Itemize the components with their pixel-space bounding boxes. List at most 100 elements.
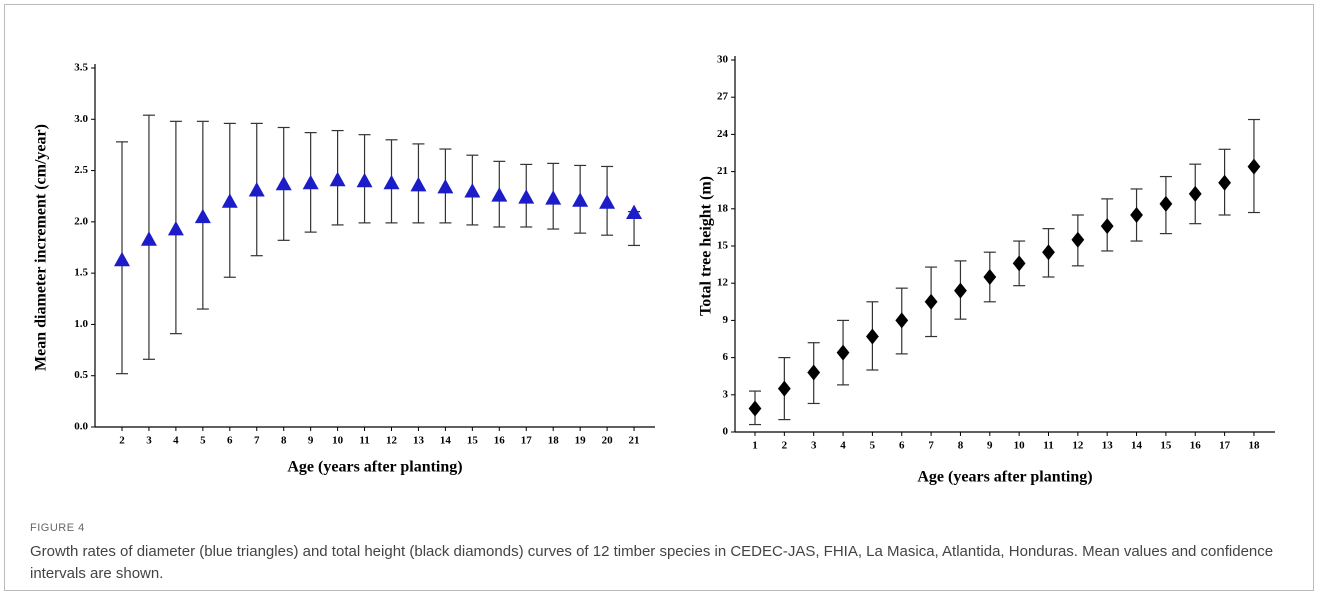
marker <box>954 282 967 299</box>
marker <box>221 193 238 208</box>
y-tick-label: 0.5 <box>74 369 88 381</box>
y-tick-label: 3.5 <box>74 62 88 74</box>
x-tick-label: 15 <box>467 435 479 447</box>
marker <box>626 204 643 220</box>
marker <box>1100 218 1114 235</box>
x-tick-label: 8 <box>958 440 964 452</box>
x-tick-label: 18 <box>548 435 560 447</box>
marker <box>983 269 997 285</box>
marker <box>1218 174 1231 191</box>
marker <box>572 192 589 207</box>
y-tick-label: 27 <box>717 91 729 103</box>
x-tick-label: 9 <box>987 440 993 452</box>
x-tick-label: 17 <box>521 435 533 447</box>
x-axis-label: Age (years after planting) <box>287 459 462 476</box>
marker <box>356 172 373 188</box>
marker <box>464 183 481 198</box>
x-tick-label: 11 <box>359 435 369 447</box>
marker <box>167 221 184 236</box>
figure-frame <box>4 4 1314 591</box>
y-tick-label: 12 <box>717 277 729 289</box>
marker <box>599 194 616 209</box>
x-tick-label: 15 <box>1160 440 1172 452</box>
x-tick-label: 14 <box>440 435 452 447</box>
x-tick-label: 19 <box>575 435 587 447</box>
y-tick-label: 0.0 <box>74 421 88 433</box>
marker <box>836 344 850 361</box>
x-tick-label: 5 <box>870 440 876 452</box>
y-tick-label: 2.0 <box>74 215 88 227</box>
marker <box>194 208 211 224</box>
x-tick-label: 2 <box>119 435 125 447</box>
x-tick-label: 18 <box>1248 440 1260 452</box>
charts: 0.0 0.5 1.0 1.5 2.0 2.5 3.0 3.5 Mean diameter in… <box>33 54 1275 486</box>
marker <box>866 328 879 345</box>
x-tick-label: 16 <box>494 435 506 447</box>
x-tick-label: 21 <box>629 435 640 447</box>
marker <box>807 364 821 381</box>
marker <box>777 380 791 397</box>
figure-caption: Growth rates of diameter (blue triangles… <box>30 543 1274 582</box>
marker <box>140 231 157 246</box>
y-axis-label: Mean diameter increment (cm/year) <box>33 124 50 371</box>
y-tick-label: 3 <box>723 388 729 400</box>
marker <box>437 178 454 194</box>
y-tick-label: 3.0 <box>74 113 88 125</box>
y-axis-label: Total tree height (m) <box>698 176 715 316</box>
x-tick-label: 13 <box>1102 440 1114 452</box>
marker <box>1071 231 1085 248</box>
x-tick-label: 4 <box>840 440 846 452</box>
x-tick-label: 6 <box>227 435 233 447</box>
y-tick-label: 0 <box>723 426 729 438</box>
x-tick-label: 2 <box>782 440 788 452</box>
marker <box>1247 158 1261 175</box>
x-tick-label: 20 <box>602 435 614 447</box>
marker <box>410 176 427 192</box>
y-tick-label: 30 <box>717 54 729 66</box>
marker <box>518 189 535 204</box>
x-tick-label: 5 <box>200 435 206 447</box>
x-tick-label: 7 <box>254 435 260 447</box>
x-tick-label: 1 <box>752 440 758 452</box>
y-tick-label: 6 <box>723 351 729 363</box>
x-tick-label: 12 <box>1072 440 1084 452</box>
x-tick-label: 7 <box>928 440 934 452</box>
marker <box>748 400 762 417</box>
x-tick-label: 11 <box>1043 440 1053 452</box>
marker <box>545 190 562 205</box>
marker <box>1188 185 1202 202</box>
x-tick-label: 9 <box>308 435 314 447</box>
x-tick-label: 6 <box>899 440 905 452</box>
marker <box>895 312 909 329</box>
marker <box>114 251 130 267</box>
marker <box>1159 195 1173 212</box>
y-tick-label: 15 <box>717 240 729 252</box>
x-axis-label: Age (years after planting) <box>917 469 1092 486</box>
y-tick-label: 2.5 <box>74 164 88 176</box>
x-tick-label: 3 <box>811 440 817 452</box>
marker <box>1130 207 1143 223</box>
marker <box>924 293 938 310</box>
x-tick-label: 4 <box>173 435 179 447</box>
marker <box>1012 255 1026 272</box>
x-tick-label: 8 <box>281 435 287 447</box>
y-tick-label: 1.5 <box>74 267 88 279</box>
marker <box>302 174 319 190</box>
x-tick-label: 13 <box>413 435 425 447</box>
marker <box>329 171 346 187</box>
x-tick-label: 12 <box>386 435 398 447</box>
marker <box>383 174 400 190</box>
y-tick-label: 18 <box>717 202 729 214</box>
marker <box>248 182 265 197</box>
x-tick-label: 3 <box>146 435 152 447</box>
marker <box>1042 244 1055 261</box>
y-tick-label: 1.0 <box>74 318 88 330</box>
figure-label: FIGURE 4 <box>30 522 85 534</box>
y-tick-label: 21 <box>717 165 728 177</box>
x-tick-label: 17 <box>1219 440 1231 452</box>
marker <box>491 187 508 202</box>
x-tick-label: 16 <box>1190 440 1202 452</box>
y-tick-label: 9 <box>723 314 729 326</box>
x-tick-label: 10 <box>1014 440 1026 452</box>
